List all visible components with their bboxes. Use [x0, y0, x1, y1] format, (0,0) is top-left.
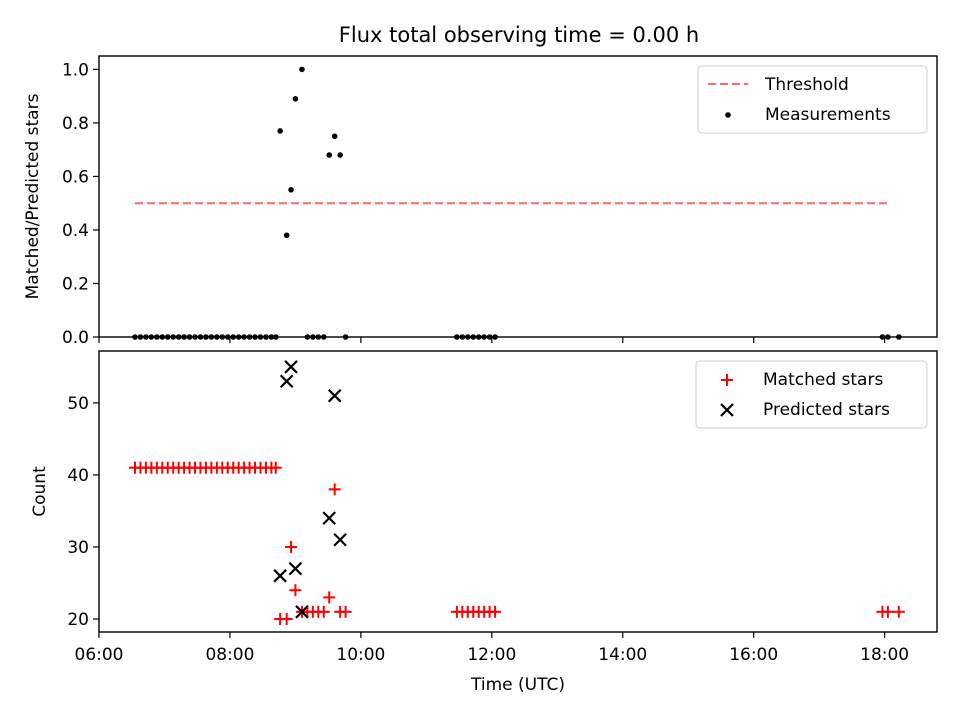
- legend-measurements-swatch: [725, 112, 731, 118]
- predicted-star-point: [279, 374, 294, 389]
- predicted-star-point: [322, 511, 337, 525]
- chart-title: Flux total observing time = 0.00 h: [339, 23, 699, 47]
- bottom-panel-marks: [129, 360, 905, 626]
- matched-star-point: [892, 605, 905, 618]
- top-panel-legend: Threshold Measurements: [697, 65, 928, 134]
- legend-frame: [695, 360, 928, 429]
- bottom-panel-ticks: 20 30 40 50 06:00 08:00 10:00 12:00 14:00 16:00 18…: [67, 394, 909, 665]
- y-tick-label: 0.4: [62, 221, 89, 241]
- matched-star-point: [323, 591, 336, 604]
- matched-star-point: [317, 605, 330, 618]
- y-tick-label: 40: [67, 466, 89, 486]
- predicted-star-point: [288, 561, 303, 576]
- y-tick-label: 50: [67, 394, 89, 414]
- top-panel-ticks: 0.0 0.2 0.4 0.6 0.8 1.0: [62, 60, 886, 348]
- x-tick-label: 18:00: [860, 645, 909, 665]
- measurement-point: [283, 232, 290, 239]
- measurement-point: [292, 96, 299, 102]
- measurement-point: [331, 133, 338, 140]
- measurement-point: [299, 66, 305, 73]
- legend-label-threshold: Threshold: [764, 75, 849, 95]
- legend-matched-swatch: [721, 374, 733, 386]
- legend-label-measurements: Measurements: [765, 105, 891, 125]
- bottom-panel: 20 30 40 50 06:00 08:00 10:00 12:00 14:00 16:00 18…: [30, 350, 938, 695]
- measurement-point: [277, 128, 283, 134]
- legend-predicted-swatch: [720, 403, 734, 417]
- matched-star-point: [285, 540, 298, 553]
- y-tick-label: 0.6: [62, 167, 89, 187]
- y-tick-label: 1.0: [62, 60, 89, 80]
- x-tick-label: 06:00: [75, 645, 124, 665]
- legend-label-matched: Matched stars: [763, 370, 883, 390]
- y-tick-label: 0.8: [62, 114, 89, 134]
- measurement-point: [326, 152, 333, 158]
- bottom-panel-legend: Matched stars Predicted stars: [695, 360, 928, 429]
- matched-star-point: [328, 483, 341, 496]
- matched-star-point: [881, 605, 894, 618]
- matched-star-point: [280, 613, 293, 626]
- legend-label-predicted: Predicted stars: [763, 400, 890, 420]
- y-tick-label: 0.0: [62, 328, 89, 348]
- top-panel-frame: [98, 55, 938, 338]
- predicted-star-point: [295, 605, 309, 619]
- x-axis-label: Time (UTC): [470, 675, 565, 695]
- legend-frame: [697, 65, 928, 134]
- matched-star-point: [489, 605, 502, 618]
- predicted-star-point: [333, 532, 347, 547]
- bottom-panel-frame: [98, 350, 938, 633]
- predicted-star-point: [327, 388, 342, 403]
- matched-star-point: [269, 461, 282, 474]
- top-panel: 0.0 0.2 0.4 0.6 0.8 1.0 Matched/Predicted sta…: [23, 55, 938, 348]
- x-tick-label: 12:00: [467, 645, 516, 665]
- x-tick-label: 08:00: [205, 645, 254, 665]
- y-tick-label: 0.2: [62, 274, 89, 294]
- matched-star-point: [339, 605, 352, 618]
- x-tick-label: 14:00: [598, 645, 647, 665]
- x-tick-label: 10:00: [336, 645, 385, 665]
- y-tick-label: 30: [67, 538, 89, 558]
- top-panel-y-axis-label: Matched/Predicted stars: [23, 93, 43, 299]
- predicted-star-point: [284, 360, 298, 374]
- matched-star-point: [289, 584, 302, 597]
- measurement-point: [337, 152, 343, 158]
- measurement-point: [288, 187, 294, 193]
- y-tick-label: 20: [67, 610, 89, 630]
- x-tick-label: 16:00: [729, 645, 778, 665]
- bottom-panel-y-axis-label: Count: [30, 466, 50, 517]
- predicted-star-point: [273, 569, 287, 583]
